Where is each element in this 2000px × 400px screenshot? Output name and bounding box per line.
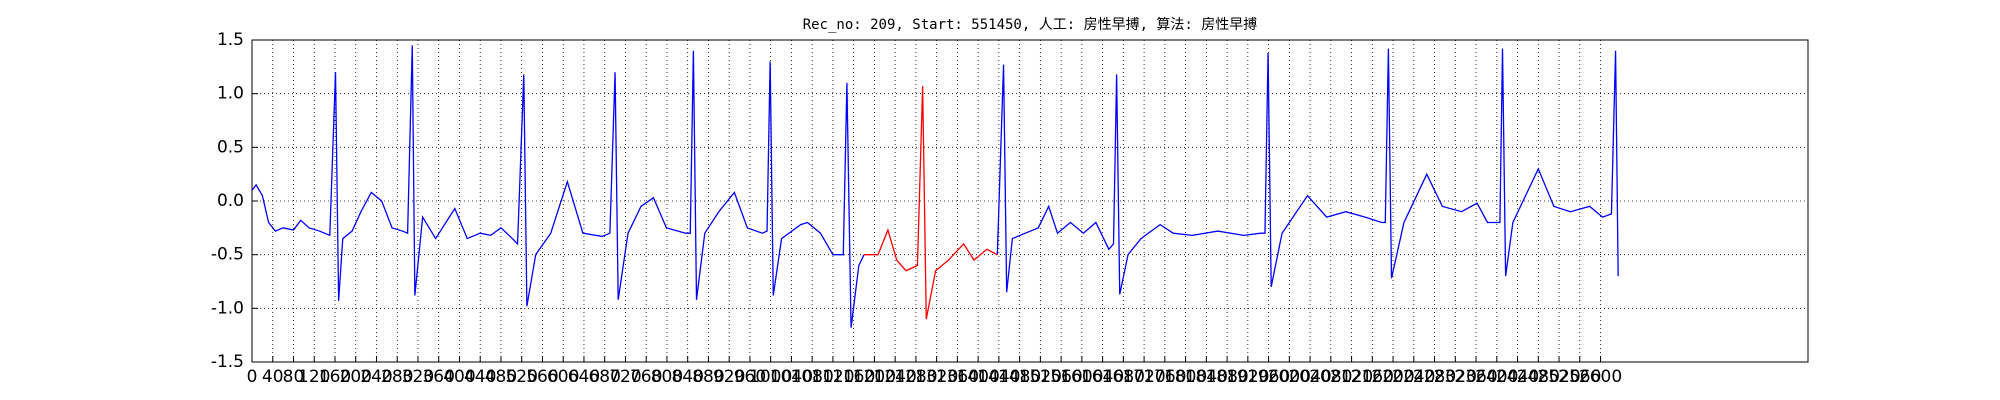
x-tick-label: 1920 — [1226, 367, 1269, 387]
x-tick-label: 960 — [734, 367, 766, 387]
x-tick-label: 1960 — [1247, 367, 1290, 387]
x-tick-label: 2520 — [1537, 367, 1580, 387]
x-tick-label: 1000 — [749, 367, 792, 387]
plot-frame — [251, 39, 1809, 363]
x-tick-label: 1360 — [936, 367, 979, 387]
chart-title: Rec_no: 209, Start: 551450, 人工: 房性早搏, 算法… — [803, 16, 1258, 33]
x-tick-label: 2360 — [1454, 367, 1497, 387]
x-tick-label: 480 — [485, 367, 517, 387]
x-tick-label: 2440 — [1496, 367, 1539, 387]
x-tick-label: 1160 — [832, 367, 875, 387]
x-tick-label: 0 — [247, 367, 258, 387]
x-tick-label: 240 — [360, 367, 392, 387]
x-tick-label: 80 — [283, 367, 305, 387]
x-tick-label: 2080 — [1309, 367, 1352, 387]
x-tick-label: 440 — [464, 367, 496, 387]
x-tick-label: 1800 — [1164, 367, 1207, 387]
x-tick-label: 2400 — [1475, 367, 1518, 387]
y-tick-label: 0.5 — [217, 137, 244, 157]
x-tick-label: 2160 — [1351, 367, 1394, 387]
x-tick-label: 1440 — [977, 367, 1020, 387]
y-tick-label: -0.5 — [211, 245, 244, 265]
x-tick-label: 880 — [692, 367, 724, 387]
x-tick-label: 2280 — [1413, 367, 1456, 387]
x-tick-label: 2120 — [1330, 367, 1373, 387]
x-tick-label: 1600 — [1060, 367, 1103, 387]
x-tick-label: 400 — [443, 367, 475, 387]
x-tick-label: 680 — [588, 367, 620, 387]
x-tick-label: 800 — [651, 367, 683, 387]
x-tick-label: 2480 — [1517, 367, 1560, 387]
y-tick-label: 1.5 — [217, 30, 244, 50]
x-tick-label: 2600 — [1579, 367, 1622, 387]
x-tick-label: 1640 — [1081, 367, 1124, 387]
x-tick-label: 1280 — [894, 367, 937, 387]
y-tick-label: -1.5 — [211, 352, 244, 372]
x-tick-label: 1080 — [791, 367, 834, 387]
x-tick-label: 280 — [381, 367, 413, 387]
ecg-line — [864, 86, 998, 320]
ecg-line — [251, 45, 1619, 328]
x-tick-label: 2000 — [1268, 367, 1311, 387]
y-tick-label: 1.0 — [217, 84, 244, 104]
x-tick-label: 840 — [671, 367, 703, 387]
x-tick-label: 2040 — [1288, 367, 1331, 387]
x-tick-label: 1520 — [1019, 367, 1062, 387]
x-tick-label: 920 — [713, 367, 745, 387]
x-tick-label: 2200 — [1371, 367, 1414, 387]
x-tick-label: 1480 — [998, 367, 1041, 387]
y-tick-label: -1.0 — [211, 298, 244, 318]
x-tick-label: 40 — [262, 367, 284, 387]
x-tick-label: 640 — [568, 367, 600, 387]
x-tick-label: 1880 — [1205, 367, 1248, 387]
x-tick-label: 200 — [340, 367, 372, 387]
x-tick-label: 1200 — [853, 367, 896, 387]
x-tick-label: 2560 — [1558, 367, 1601, 387]
x-tick-label: 1400 — [957, 367, 1000, 387]
x-tick-label: 2320 — [1434, 367, 1477, 387]
x-tick-label: 1720 — [1122, 367, 1165, 387]
y-tick-label: 0.0 — [217, 191, 244, 211]
x-tick-label: 360 — [422, 367, 454, 387]
x-tick-label: 1240 — [874, 367, 917, 387]
x-tick-label: 600 — [547, 367, 579, 387]
x-tick-label: 1040 — [770, 367, 813, 387]
x-tick-label: 2240 — [1392, 367, 1435, 387]
x-tick-label: 760 — [630, 367, 662, 387]
x-tick-label: 120 — [298, 367, 330, 387]
x-tick-label: 720 — [609, 367, 641, 387]
x-tick-label: 320 — [402, 367, 434, 387]
x-tick-label: 1320 — [915, 367, 958, 387]
x-tick-label: 160 — [319, 367, 351, 387]
x-tick-label: 1680 — [1102, 367, 1145, 387]
x-tick-label: 1120 — [811, 367, 854, 387]
x-tick-label: 560 — [526, 367, 558, 387]
x-tick-label: 1840 — [1185, 367, 1228, 387]
x-tick-label: 520 — [505, 367, 537, 387]
x-tick-label: 1760 — [1143, 367, 1186, 387]
x-tick-label: 1560 — [1039, 367, 1082, 387]
